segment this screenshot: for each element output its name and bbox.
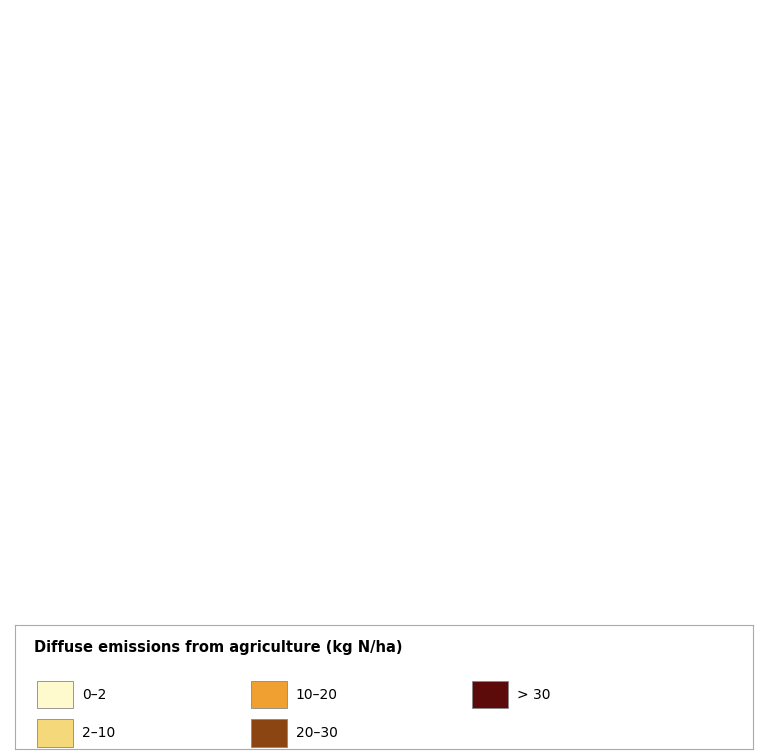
FancyBboxPatch shape <box>38 719 73 747</box>
Text: Diffuse emissions from agriculture (kg N/ha): Diffuse emissions from agriculture (kg N… <box>34 640 402 655</box>
FancyBboxPatch shape <box>251 681 286 709</box>
Text: 2–10: 2–10 <box>81 726 115 740</box>
Text: 0–2: 0–2 <box>81 687 106 702</box>
FancyBboxPatch shape <box>472 681 508 709</box>
FancyBboxPatch shape <box>251 719 286 747</box>
FancyBboxPatch shape <box>38 681 73 709</box>
Text: 10–20: 10–20 <box>296 687 337 702</box>
Text: > 30: > 30 <box>517 687 550 702</box>
Text: 20–30: 20–30 <box>296 726 337 740</box>
